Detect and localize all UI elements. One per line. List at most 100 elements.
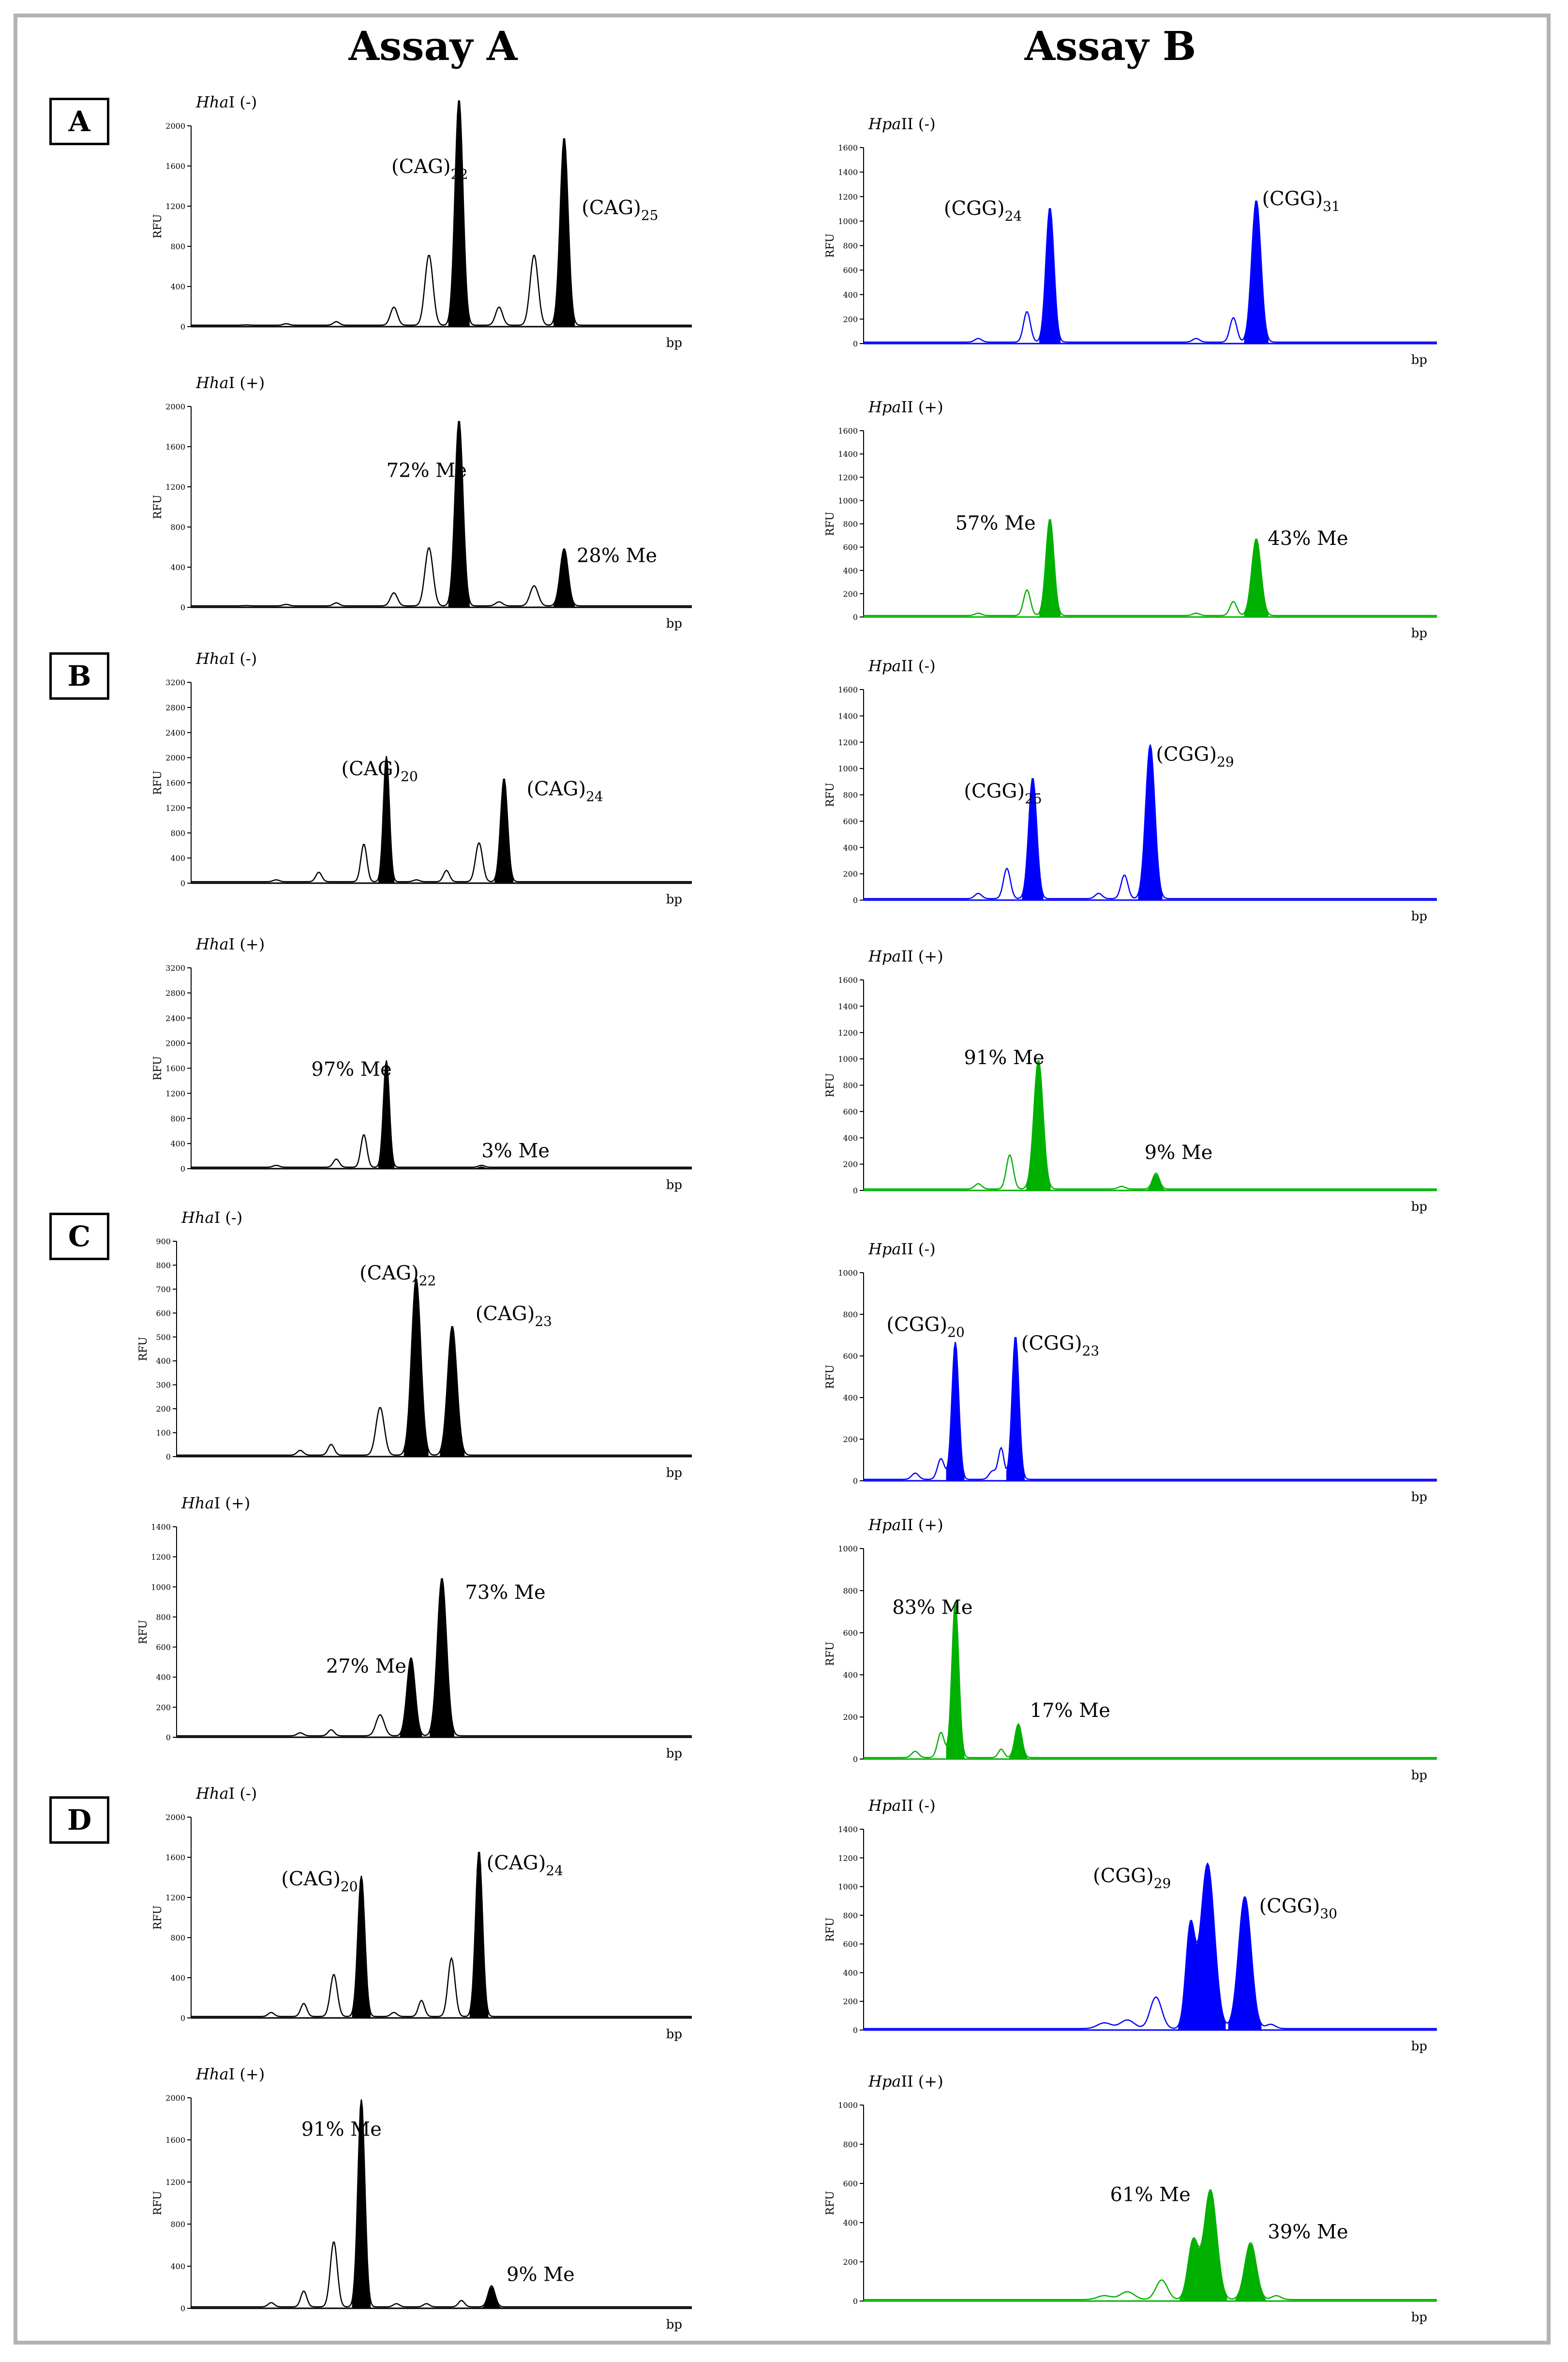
chart-body: HhaI (+) 0 400 800 1200 1600 2000 2400 2800 3200 R… [152, 935, 692, 1192]
trace-line [191, 1060, 692, 1168]
y-tick-label: 800 [170, 523, 185, 532]
chart-title-enzyme: Hha [195, 1784, 229, 1803]
y-tick-label: 1600 [165, 1853, 185, 1862]
filled-peak [448, 100, 470, 327]
chart-C-assayA-HhaI-minus: HhaI (-) 0 100 200 300 400 500 600 700 800 900 RFU b… [137, 1208, 692, 1480]
chart-title: HhaI (-) [195, 93, 257, 111]
peak-label-subscript: 24 [546, 1863, 563, 1879]
chart-title-enzyme: Hha [195, 935, 229, 953]
chart-D-assayA-HhaI-minus: HhaI (-)0400800120016002000RFUbp(CAG)20(… [152, 1784, 692, 2042]
y-tick-label: 600 [843, 817, 858, 826]
peak-label: 73% Me [465, 1581, 545, 1604]
peak-label-main: 83% Me [892, 1596, 972, 1619]
peak-label: 27% Me [326, 1655, 406, 1677]
chart-body: HhaI (-)0400800120016002000RFUbp(CAG)20(… [152, 1784, 692, 2042]
peak-label: 9% Me [1145, 1142, 1213, 1164]
panel-label-d: D [49, 1796, 109, 1844]
chart-title-condition: II (+) [901, 398, 943, 416]
x-axis-label: bp [1411, 909, 1427, 924]
filled-peak [1026, 1061, 1051, 1191]
y-tick-label: 1000 [838, 217, 858, 226]
chart-body: HpaII (+) 0 200 400 600 800 1000 RFU bp 83% Me 17%… [824, 1516, 1437, 1783]
peak-label-main: 9% Me [507, 2263, 575, 2286]
y-axis-label: RFU [137, 1337, 149, 1361]
chart-title: HhaI (+) [181, 1494, 250, 1512]
chart-body: HhaI (+) 0 400 800 1200 1600 2000 RFU bp 72% Me 28… [152, 374, 692, 631]
peak-label-subscript: 24 [586, 788, 603, 804]
chart-D-assayA-HhaI-plus: HhaI (+) 0 400 800 1200 1600 2000 RFU bp 91% Me 9%… [152, 2065, 692, 2332]
peak-label: 72% Me [387, 459, 467, 481]
y-axis-label: RFU [152, 495, 164, 519]
y-tick-label: 800 [843, 791, 858, 800]
chart-title-enzyme: Hpa [868, 398, 901, 416]
y-tick-label: 600 [843, 1352, 858, 1361]
peak-label: 61% Me [1110, 2183, 1191, 2206]
y-axis-label: RFU [824, 2191, 836, 2215]
y-tick-label: 400 [170, 854, 185, 863]
x-axis-label: bp [666, 892, 682, 907]
y-axis-label: RFU [152, 770, 164, 795]
y-tick-label: 200 [843, 1997, 858, 2006]
y-tick-label: 1200 [165, 1893, 185, 1902]
chart-title-enzyme: Hpa [868, 115, 901, 133]
peak-label-main: 28% Me [577, 545, 657, 567]
chart-title-condition: I (-) [229, 93, 257, 111]
y-tick-label: 1600 [838, 426, 858, 436]
assay-b-title: Assay B [1024, 23, 1196, 70]
chart-title: HhaI (-) [195, 649, 257, 668]
peak-label: (CGG)30 [1259, 1895, 1337, 1922]
y-tick-label: 1600 [165, 162, 185, 171]
y-tick-label: 800 [843, 1081, 858, 1090]
chart-title: HhaI (+) [195, 374, 265, 392]
y-tick-label: 400 [170, 2262, 185, 2271]
y-tick-label: 1200 [165, 482, 185, 492]
chart-title-condition: II (-) [901, 1796, 935, 1815]
y-tick-label: 1200 [151, 1552, 171, 1562]
y-tick-label: 1400 [838, 1825, 858, 1834]
peak-label-main: (CAG) [487, 1852, 546, 1874]
trace-line [864, 2189, 1437, 2301]
peak-label-main: (CGG) [964, 780, 1025, 802]
peak-label: 17% Me [1030, 1700, 1110, 1722]
y-tick-label: 1600 [838, 685, 858, 694]
trace-line [864, 519, 1437, 617]
y-tick-label: 1200 [838, 1853, 858, 1863]
x-axis-label: bp [1411, 353, 1427, 367]
chart-title-enzyme: Hpa [868, 1240, 901, 1258]
peak-label-subscript: 23 [535, 1313, 552, 1329]
y-tick-label: 3200 [165, 963, 185, 973]
y-tick-label: 800 [843, 1586, 858, 1595]
filled-peak [1138, 745, 1163, 901]
peak-label-subscript: 22 [451, 166, 468, 182]
y-tick-label: 0 [853, 339, 858, 348]
y-tick-label: 800 [843, 241, 858, 251]
peak-label: (CGG)20 [886, 1313, 964, 1340]
y-tick-label: 0 [853, 1755, 858, 1764]
y-tick-label: 0 [180, 603, 185, 612]
chart-body: HpaII (+) 0 200 400 600 800 1000 RFU bp 61% Me 39%… [824, 2072, 1437, 2325]
peak-label: 91% Me [964, 1047, 1044, 1069]
chart-body: HpaII (-) 0 200 400 600 800 1000 1200 1400 RFU bp (… [824, 1796, 1437, 2054]
trace-line [177, 1279, 692, 1456]
y-tick-label: 800 [156, 1261, 171, 1270]
y-tick-label: 400 [170, 563, 185, 572]
chart-title-enzyme: Hha [195, 374, 229, 392]
y-tick-label: 1200 [838, 192, 858, 201]
x-axis-label: bp [666, 1178, 682, 1192]
chart-A-assayA-HhaI-plus: HhaI (+) 0 400 800 1200 1600 2000 RFU bp 72% Me 28… [152, 374, 692, 631]
y-tick-label: 200 [843, 870, 858, 879]
y-tick-label: 2000 [165, 121, 185, 131]
y-tick-label: 800 [170, 1114, 185, 1123]
peak-label: (CAG)20 [342, 758, 418, 784]
peak-label-main: 57% Me [956, 512, 1036, 535]
y-tick-label: 1200 [165, 803, 185, 812]
y-tick-label: 0 [180, 2304, 185, 2313]
peak-label-subscript: 23 [1082, 1343, 1100, 1359]
y-tick-label: 600 [843, 266, 858, 275]
y-tick-label: 800 [170, 242, 185, 251]
peak-label: (CGG)24 [944, 197, 1022, 224]
y-tick-label: 2000 [165, 402, 185, 411]
chart-title: HhaI (+) [195, 2065, 265, 2083]
peak-label-main: 97% Me [311, 1058, 391, 1081]
filled-peak [1039, 208, 1061, 344]
